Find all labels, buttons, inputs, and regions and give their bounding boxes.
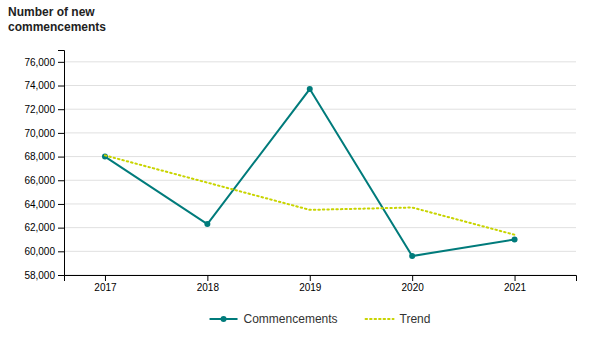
x-tick: 2019 [299,275,322,293]
y-tick: 72,000 [24,104,64,115]
x-tick-mark [412,275,413,281]
y-tick: 62,000 [24,222,64,233]
series-point [204,221,210,227]
y-tick-label: 62,000 [24,222,55,233]
y-tick-mark [58,86,64,87]
series-line [105,155,515,234]
legend-label: Trend [400,312,431,326]
y-tick-mark [58,275,64,276]
x-tick-label: 2019 [299,282,322,293]
legend: Commencements Trend [210,312,431,326]
legend-label: Commencements [244,312,338,326]
y-tick-mark [58,180,64,181]
x-tick: 2020 [402,275,425,293]
y-tick-mark [58,133,64,134]
series-point [512,236,518,242]
y-tick-label: 60,000 [24,246,55,257]
grid-line [64,251,576,252]
y-axis-label: commencements [8,20,106,34]
y-tick: 66,000 [24,175,64,186]
series-layer [102,86,518,259]
x-tick: 2017 [94,275,117,293]
x-tick-label: 2021 [504,282,527,293]
grid-line [64,61,576,62]
y-tick: 64,000 [24,199,64,210]
y-axis: 58,000 60,000 62,000 64,000 66,000 68,000 70,0… [24,51,64,281]
x-tick-label: 2017 [94,282,117,293]
x-tick-mark [310,275,311,281]
y-tick-label: 70,000 [24,128,55,139]
x-tick-mark [515,275,516,281]
grid-line [64,203,576,204]
y-tick-mark [58,109,64,110]
y-tick-label: 58,000 [24,270,55,281]
y-tick: 70,000 [24,128,64,139]
y-tick: 74,000 [24,80,64,91]
y-tick: 76,000 [24,57,64,68]
y-tick-mark [58,62,64,63]
chart: 58,000 60,000 62,000 64,000 66,000 68,000 70,0… [0,0,600,337]
x-tick-label: 2020 [402,282,425,293]
grid-line [64,85,576,86]
series-point [307,86,313,92]
grid-line [64,156,576,157]
x-tick-mark [207,275,208,281]
y-tick-mark [58,251,64,252]
y-tick-mark [58,204,64,205]
y-tick-label: 68,000 [24,151,55,162]
y-axis-label: Number of new [8,5,95,19]
y-tick-label: 74,000 [24,80,55,91]
y-tick: 58,000 [24,270,64,281]
legend-item: Trend [366,312,431,326]
y-tick-label: 66,000 [24,175,55,186]
series-point [409,253,415,259]
y-tick-label: 76,000 [24,57,55,68]
legend-swatch [366,318,394,320]
x-tick: 2021 [504,275,527,293]
x-tick-label: 2018 [197,282,220,293]
legend-marker [221,316,227,322]
y-tick: 60,000 [24,246,64,257]
legend-item: Commencements [210,312,338,326]
grid-line [64,109,576,110]
y-tick-label: 64,000 [24,199,55,210]
series-line [105,89,515,256]
grid [64,62,576,275]
y-tick-mark [58,157,64,158]
x-tick-mark [105,275,106,281]
x-axis: 2017 2018 2019 2020 2021 [65,275,577,293]
grid-line [64,132,576,133]
y-tick-mark [58,228,64,229]
x-tick: 2018 [197,275,220,293]
x-axis-line [65,276,577,282]
y-tick: 68,000 [24,151,64,162]
grid-line [64,227,576,228]
y-axis-line [58,51,65,276]
plot: 58,000 60,000 62,000 64,000 66,000 68,000 70,0… [24,51,576,294]
y-tick-label: 72,000 [24,104,55,115]
